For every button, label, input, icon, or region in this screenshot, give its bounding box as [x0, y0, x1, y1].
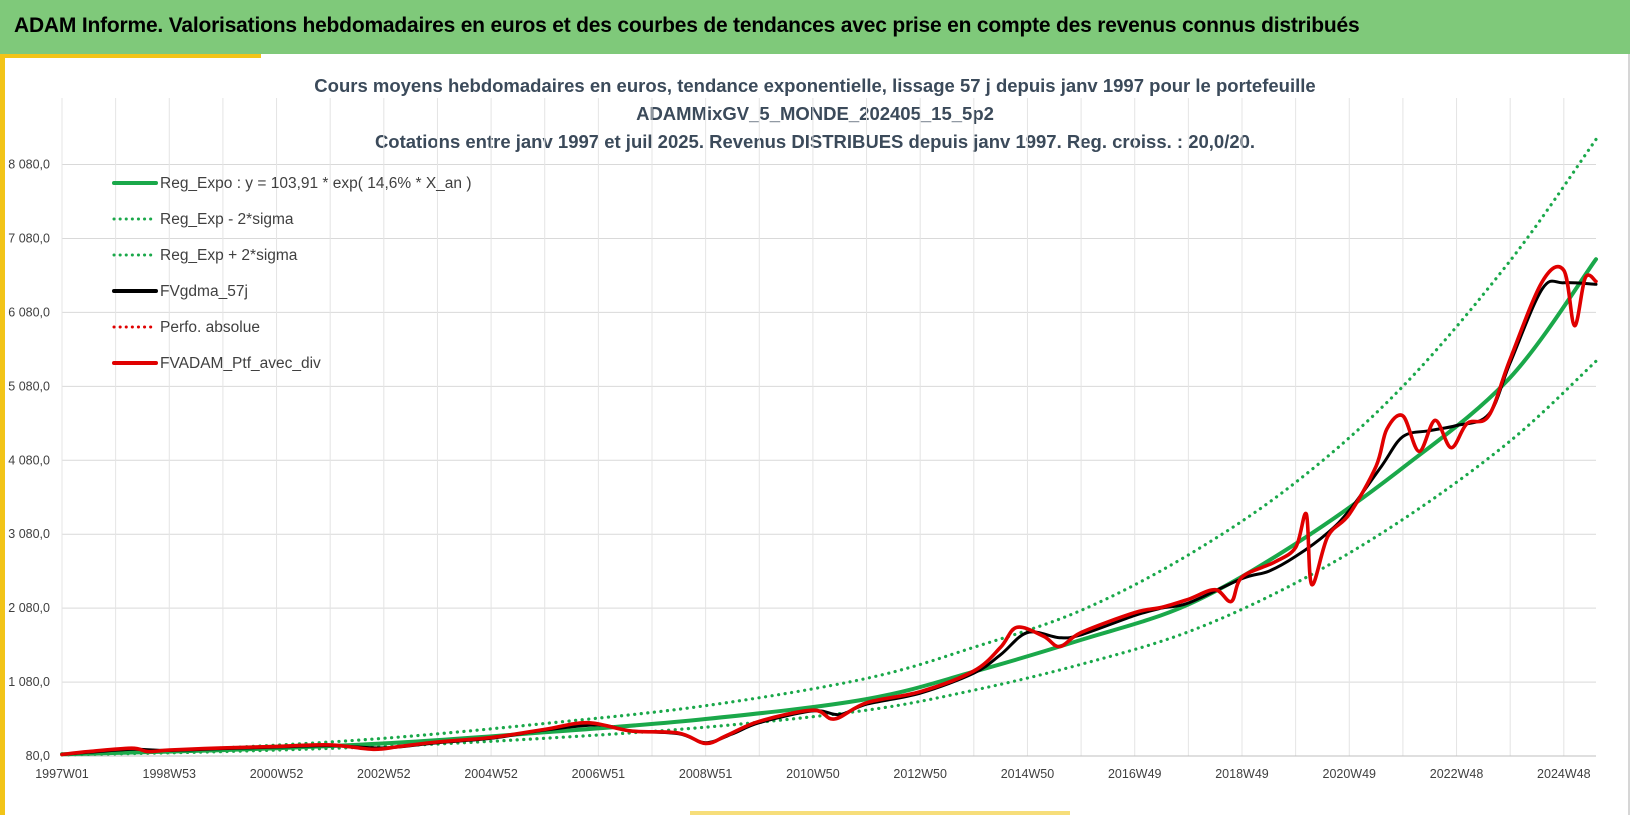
- x-tick-label: 1998W53: [143, 767, 197, 781]
- chart-title: Cours moyens hebdomadaires en euros, ten…: [0, 72, 1630, 156]
- legend-label: Reg_Expo : y = 103,91 * exp( 14,6% * X_a…: [160, 175, 472, 192]
- x-tick-label: 2014W50: [1001, 767, 1055, 781]
- chart-title-line-1: Cours moyens hebdomadaires en euros, ten…: [314, 75, 1316, 96]
- series-reg-exp-minus-2sigma: [60, 359, 1598, 757]
- series-reg-exp-plus-2sigma: [60, 137, 1598, 756]
- page-title: ADAM Informe. Valorisations hebdomadaire…: [14, 14, 1360, 37]
- x-tick-label: 1997W01: [35, 767, 89, 781]
- chart-legend: Reg_Expo : y = 103,91 * exp( 14,6% * X_a…: [112, 175, 472, 372]
- x-tick-label: 2020W49: [1323, 767, 1377, 781]
- x-tick-label: 2012W50: [893, 767, 947, 781]
- x-tick-label: 2022W48: [1430, 767, 1484, 781]
- x-tick-label: 2024W48: [1537, 767, 1591, 781]
- accent-bottom-border: [690, 811, 1070, 815]
- axis-labels: 80,0 1 080,0 2 080,0 3 080,0 4 080,0 5 080,0 6…: [8, 158, 1590, 781]
- legend-label: FVgdma_57j: [160, 283, 248, 300]
- series-reg-expo: [60, 257, 1598, 757]
- x-tick-label: 2002W52: [357, 767, 411, 781]
- chart-title-line-2: ADAMMixGV_5_MONDE_202405_15_5p2: [636, 103, 994, 124]
- y-tick-label: 5 080,0: [8, 379, 50, 393]
- y-tick-label: 80,0: [26, 749, 50, 763]
- chart-grid: [61, 98, 1596, 757]
- y-tick-label: 4 080,0: [8, 453, 50, 467]
- x-tick-label: 2018W49: [1215, 767, 1269, 781]
- y-tick-label: 1 080,0: [8, 675, 50, 689]
- accent-top-border: [5, 54, 261, 58]
- x-tick-label: 2010W50: [786, 767, 840, 781]
- legend-label: Reg_Exp + 2*sigma: [160, 247, 298, 264]
- legend-label: Perfo. absolue: [160, 319, 260, 336]
- chart-series: [60, 137, 1598, 757]
- series-fvadam-ptf-avec-div: [60, 264, 1598, 757]
- x-tick-label: 2016W49: [1108, 767, 1162, 781]
- x-tick-label: 2004W52: [464, 767, 518, 781]
- header-bar: ADAM Informe. Valorisations hebdomadaire…: [0, 0, 1630, 54]
- y-tick-label: 8 080,0: [8, 158, 50, 172]
- y-tick-label: 2 080,0: [8, 601, 50, 615]
- y-tick-label: 3 080,0: [8, 527, 50, 541]
- chart-title-line-3: Cotations entre janv 1997 et juil 2025. …: [374, 131, 1256, 152]
- legend-label: Reg_Exp - 2*sigma: [160, 211, 294, 228]
- series-fvgdma-57j: [60, 279, 1598, 756]
- x-tick-label: 2006W51: [572, 767, 626, 781]
- frame-right-border: [1628, 54, 1630, 815]
- y-tick-label: 6 080,0: [8, 305, 50, 319]
- y-tick-label: 7 080,0: [8, 231, 50, 245]
- x-tick-label: 2008W51: [679, 767, 733, 781]
- x-tick-label: 2000W52: [250, 767, 304, 781]
- legend-label: FVADAM_Ptf_avec_div: [160, 355, 321, 372]
- accent-left-border: [0, 54, 5, 815]
